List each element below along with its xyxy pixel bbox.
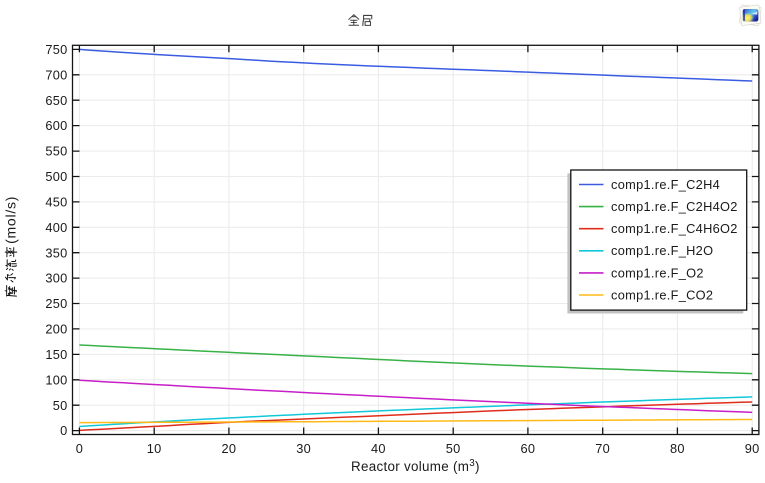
- svg-text:comp1.re.F_C2H4O2: comp1.re.F_C2H4O2: [611, 199, 738, 214]
- svg-text:Reactor volume (m3): Reactor volume (m3): [351, 458, 480, 474]
- svg-text:750: 750: [45, 42, 67, 57]
- svg-text:100: 100: [45, 372, 67, 387]
- svg-text:40: 40: [371, 441, 386, 456]
- svg-text:150: 150: [45, 347, 67, 362]
- svg-text:650: 650: [45, 93, 67, 108]
- svg-text:70: 70: [595, 441, 610, 456]
- svg-text:200: 200: [45, 322, 67, 337]
- svg-text:comp1.re.F_CO2: comp1.re.F_CO2: [611, 287, 713, 302]
- svg-text:450: 450: [45, 195, 67, 210]
- svg-text:500: 500: [45, 169, 67, 184]
- svg-text:20: 20: [221, 441, 236, 456]
- svg-text:10: 10: [147, 441, 162, 456]
- svg-text:60: 60: [520, 441, 535, 456]
- svg-text:comp1.re.F_H2O: comp1.re.F_H2O: [611, 243, 713, 258]
- svg-text:700: 700: [45, 67, 67, 82]
- svg-text:250: 250: [45, 296, 67, 311]
- svg-text:50: 50: [446, 441, 461, 456]
- svg-text:600: 600: [45, 118, 67, 133]
- svg-text:90: 90: [745, 441, 760, 456]
- svg-text:350: 350: [45, 245, 67, 260]
- svg-text:0: 0: [76, 441, 83, 456]
- svg-text:550: 550: [45, 144, 67, 159]
- svg-text:comp1.re.F_C2H4: comp1.re.F_C2H4: [611, 177, 720, 192]
- svg-text:comp1.re.F_C4H6O2: comp1.re.F_C4H6O2: [611, 221, 738, 236]
- svg-text:400: 400: [45, 220, 67, 235]
- svg-text:comp1.re.F_O2: comp1.re.F_O2: [611, 265, 704, 280]
- svg-text:0: 0: [60, 423, 67, 438]
- svg-text:(mol/s): (mol/s): [3, 196, 19, 244]
- svg-text:80: 80: [670, 441, 685, 456]
- svg-text:30: 30: [296, 441, 311, 456]
- svg-text:50: 50: [53, 398, 68, 413]
- svg-text:300: 300: [45, 271, 67, 286]
